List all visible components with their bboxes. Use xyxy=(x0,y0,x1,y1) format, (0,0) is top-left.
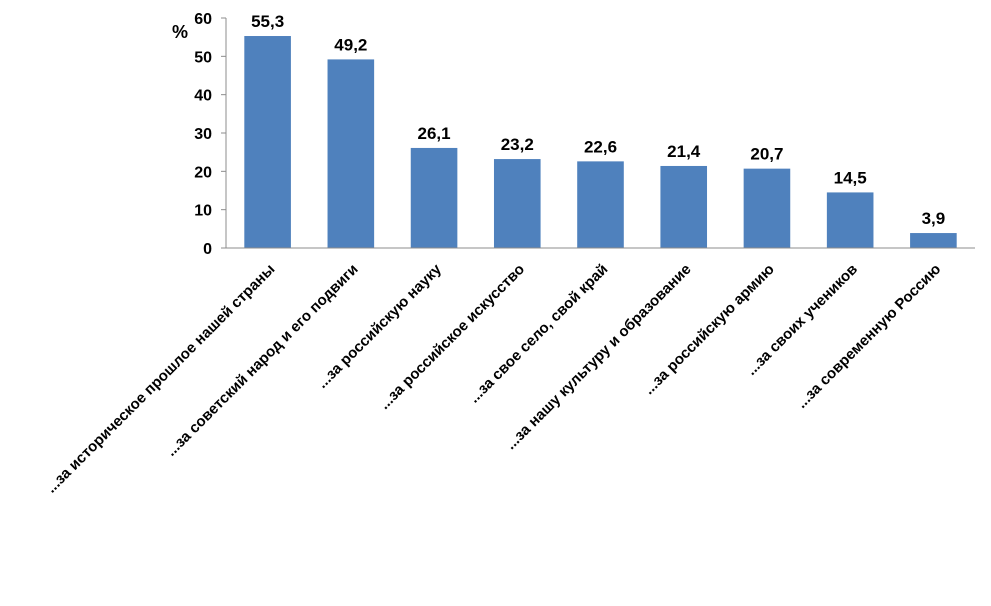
category-label: ...за нашу культуру и образование xyxy=(502,261,694,453)
y-tick-label: 0 xyxy=(203,241,212,258)
data-label: 21,4 xyxy=(667,142,701,161)
bar xyxy=(910,233,957,248)
bar xyxy=(743,168,791,248)
data-label: 49,2 xyxy=(334,35,367,54)
y-tick-label: 50 xyxy=(194,49,212,66)
category-labels: ...за историческое прошлое нашей страны.… xyxy=(43,260,945,496)
bar xyxy=(327,59,375,249)
data-label: 22,6 xyxy=(584,137,617,156)
data-labels: 55,3 49,2 26,1 23,2 22,6 21,4 20,7 14,5 3,9 xyxy=(251,12,945,228)
y-tick-label: 10 xyxy=(194,203,212,220)
y-tick-label: 60 xyxy=(194,11,212,28)
y-axis-ticks: 0 10 20 30 40 50 60 xyxy=(194,11,226,258)
category-label: ...за свое село, свой край xyxy=(466,261,612,407)
bar xyxy=(244,36,291,249)
bar xyxy=(410,147,458,248)
y-tick-label: 20 xyxy=(194,164,212,181)
data-label: 26,1 xyxy=(418,124,451,143)
y-tick-label: 40 xyxy=(194,88,212,105)
category-label: ...за российское искусство xyxy=(376,261,528,413)
data-label: 14,5 xyxy=(834,168,867,187)
bar xyxy=(493,159,541,248)
bars xyxy=(244,36,957,249)
bar xyxy=(577,161,624,248)
data-label: 55,3 xyxy=(251,12,284,31)
data-label: 23,2 xyxy=(501,135,534,154)
bar xyxy=(660,165,708,248)
category-label: ...за советский народ и его подвиги xyxy=(163,261,362,460)
data-label: 20,7 xyxy=(750,145,783,164)
y-axis-label: % xyxy=(172,22,188,42)
bar xyxy=(826,192,874,248)
category-label: ...за современную Россию xyxy=(793,261,944,412)
y-tick-label: 30 xyxy=(194,126,212,143)
data-label: 3,9 xyxy=(922,209,946,228)
